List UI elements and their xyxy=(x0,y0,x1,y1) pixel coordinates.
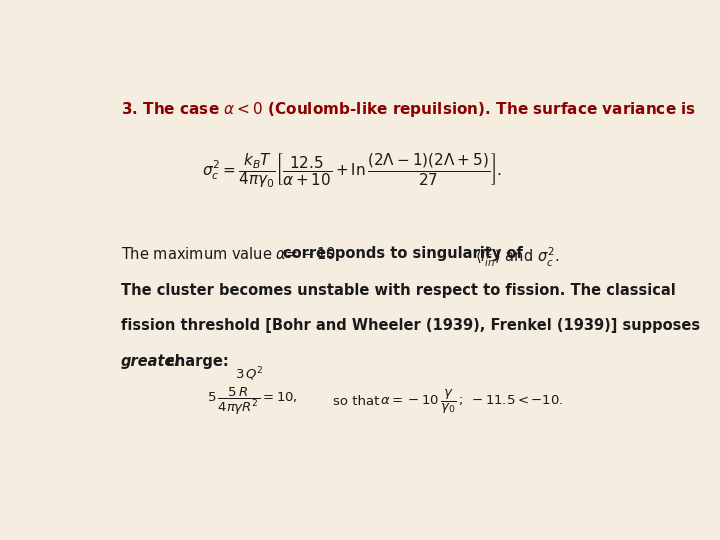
Text: $\sigma_c^2 = \dfrac{k_B T}{4\pi\gamma_0} \left[ \dfrac{12.5}{\alpha + 10} + \ln: $\sigma_c^2 = \dfrac{k_B T}{4\pi\gamma_0… xyxy=(202,151,503,190)
Text: $3\,Q^2$: $3\,Q^2$ xyxy=(235,365,264,383)
Text: The cluster becomes unstable with respect to fission. The classical: The cluster becomes unstable with respec… xyxy=(121,283,675,298)
Text: $\alpha = -10\,\dfrac{\gamma}{\gamma_0}\,;\;-11.5 < -10.$: $\alpha = -10\,\dfrac{\gamma}{\gamma_0}\… xyxy=(380,388,564,416)
Text: $5\,\dfrac{5\,R}{4\pi\gamma R^2} = 10,$: $5\,\dfrac{5\,R}{4\pi\gamma R^2} = 10,$ xyxy=(207,386,298,417)
Text: charge:: charge: xyxy=(161,354,229,369)
Text: The maximum value $\alpha\!=\!-10$: The maximum value $\alpha\!=\!-10$ xyxy=(121,246,337,262)
Text: so that: so that xyxy=(333,395,379,408)
Text: fission threshold [Bohr and Wheeler (1939), Frenkel (1939)] supposes: fission threshold [Bohr and Wheeler (193… xyxy=(121,319,700,333)
Text: 3. The case $\alpha < 0$ (Coulomb-like repuilsion). The surface variance is: 3. The case $\alpha < 0$ (Coulomb-like r… xyxy=(121,100,696,119)
Text: corresponds to singularity of: corresponds to singularity of xyxy=(282,246,523,261)
Text: greater: greater xyxy=(121,354,182,369)
Text: $\langle l_{in}^2 \rangle$ and $\sigma_c^2$.: $\langle l_{in}^2 \rangle$ and $\sigma_c… xyxy=(475,246,559,269)
